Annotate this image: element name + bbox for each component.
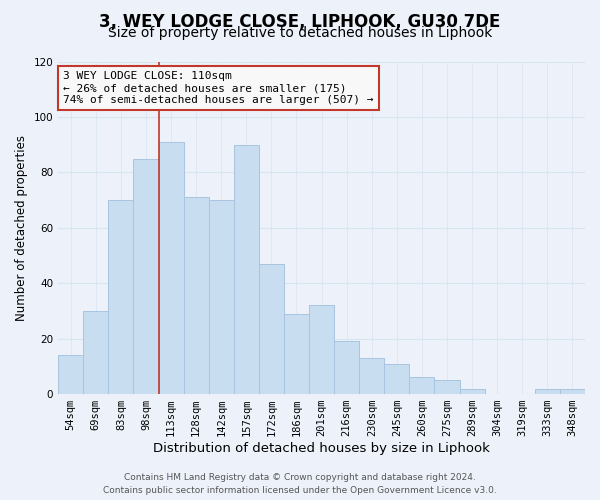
Bar <box>209 200 234 394</box>
Bar <box>385 364 409 394</box>
Bar <box>133 158 158 394</box>
Text: Size of property relative to detached houses in Liphook: Size of property relative to detached ho… <box>108 26 492 40</box>
X-axis label: Distribution of detached houses by size in Liphook: Distribution of detached houses by size … <box>153 442 490 455</box>
Bar <box>460 388 485 394</box>
Bar <box>234 144 259 394</box>
Bar <box>535 388 560 394</box>
Bar <box>434 380 460 394</box>
Bar <box>109 200 133 394</box>
Bar <box>83 311 109 394</box>
Bar <box>259 264 284 394</box>
Bar <box>560 388 585 394</box>
Bar <box>284 314 309 394</box>
Bar <box>334 342 359 394</box>
Bar <box>58 356 83 394</box>
Bar <box>359 358 385 394</box>
Bar <box>409 378 434 394</box>
Bar <box>309 306 334 394</box>
Bar <box>158 142 184 394</box>
Text: 3, WEY LODGE CLOSE, LIPHOOK, GU30 7DE: 3, WEY LODGE CLOSE, LIPHOOK, GU30 7DE <box>100 12 500 30</box>
Text: Contains HM Land Registry data © Crown copyright and database right 2024.
Contai: Contains HM Land Registry data © Crown c… <box>103 474 497 495</box>
Text: 3 WEY LODGE CLOSE: 110sqm
← 26% of detached houses are smaller (175)
74% of semi: 3 WEY LODGE CLOSE: 110sqm ← 26% of detac… <box>64 72 374 104</box>
Y-axis label: Number of detached properties: Number of detached properties <box>15 135 28 321</box>
Bar <box>184 198 209 394</box>
